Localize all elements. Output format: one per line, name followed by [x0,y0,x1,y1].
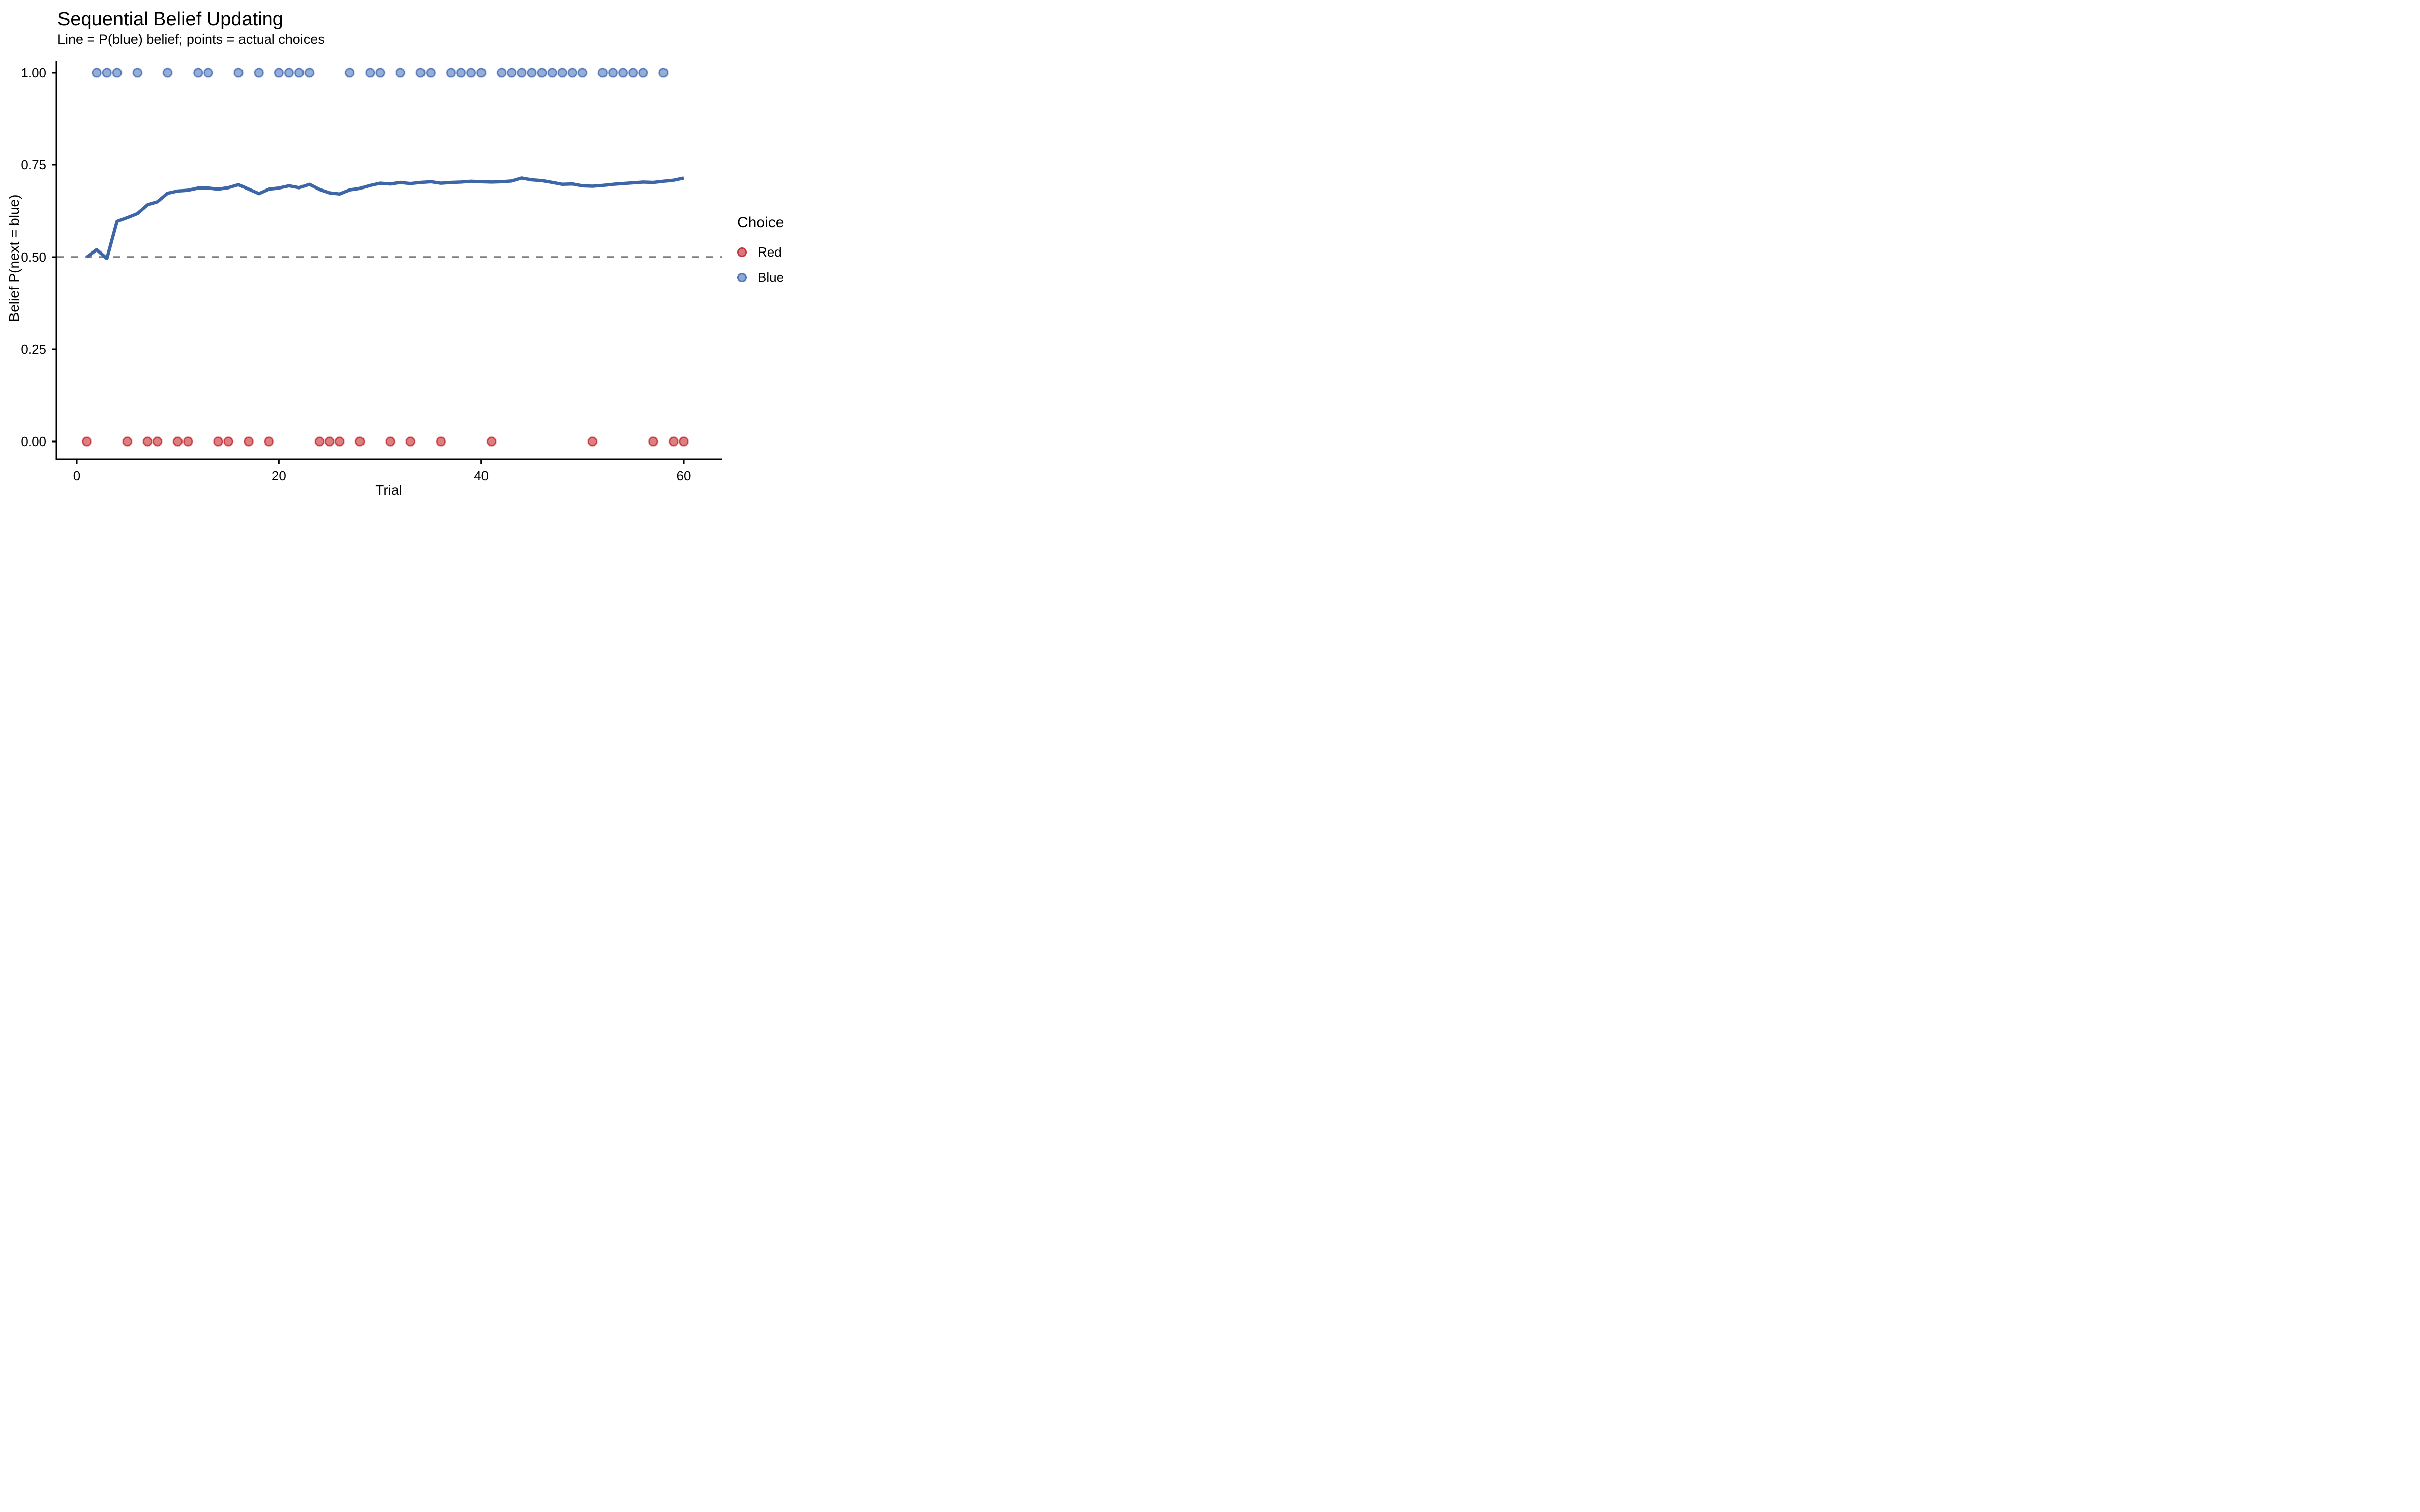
legend-item-red: Red [737,244,784,260]
chart-title: Sequential Belief Updating [57,9,283,30]
legend-title: Choice [737,214,784,231]
red-choice-point [335,436,344,447]
belief-line [86,176,684,261]
red-choice-point [264,436,274,447]
blue-choice-point [284,68,294,78]
y-tick-label: 0.00 [21,434,46,449]
blue-choice-point [345,68,355,78]
legend-label-blue: Blue [758,270,784,285]
red-choice-point [223,436,233,447]
x-axis-title: Trial [375,482,402,498]
red-choice-point [487,436,496,447]
blue-choice-point [102,68,112,78]
blue-choice-point [658,68,669,78]
x-tick-label: 0 [73,468,80,483]
y-tick-label: 0.75 [21,157,46,172]
blue-choice-point [507,68,517,78]
red-choice-point [406,436,415,447]
red-choice-point [325,436,334,447]
y-tick-label: 1.00 [21,65,46,80]
red-choice-point [679,436,689,447]
red-choice-point [173,436,183,447]
red-choice-point [355,436,365,447]
blue-choice-point [395,68,405,78]
red-choice-point [436,436,446,447]
blue-choice-point [254,68,264,78]
blue-choice-point [638,68,648,78]
blue-choice-point [628,68,638,78]
blue-choice-point [446,68,456,78]
blue-choice-point [203,68,213,78]
blue-choice-point [193,68,203,78]
blue-choice-point [365,68,375,78]
blue-choice-point [578,68,587,78]
red-choice-point [123,436,132,447]
red-choice-point [315,436,324,447]
blue-choice-point [608,68,618,78]
legend-item-blue: Blue [737,270,784,285]
blue-choice-point [568,68,577,78]
red-choice-point [213,436,223,447]
blue-choice-point [133,68,142,78]
red-choice-point [648,436,658,447]
blue-choice-point [294,68,304,78]
blue-choice-point [547,68,557,78]
blue-choice-point [112,68,122,78]
red-choice-point [153,436,162,447]
legend-label-red: Red [758,244,782,260]
red-choice-point [183,436,193,447]
blue-choice-point [375,68,385,78]
blue-choice-point [163,68,172,78]
plot-area: 1.00 0.75 0.50 0.25 0.00 0 20 40 60 [21,61,722,483]
blue-choice-point [92,68,102,78]
blue-choice-point [426,68,436,78]
y-tick-label: 0.25 [21,342,46,357]
blue-choice-point [456,68,466,78]
blue-choice-point [537,68,547,78]
blue-choice-point [416,68,426,78]
y-tick-label: 0.50 [21,249,46,265]
blue-choice-point [466,68,476,78]
blue-choice-point [274,68,284,78]
x-tick-label: 20 [272,468,286,483]
red-choice-point [385,436,395,447]
blue-point-icon [737,273,747,282]
red-choice-point [143,436,152,447]
blue-choice-point [497,68,507,78]
x-tick-label: 60 [677,468,691,483]
x-tick-label: 40 [474,468,489,483]
red-point-icon [737,247,747,257]
blue-choice-point [305,68,314,78]
blue-choice-point [618,68,628,78]
red-choice-point [82,436,92,447]
red-choice-point [588,436,597,447]
blue-choice-point [527,68,537,78]
blue-choice-point [476,68,486,78]
blue-choice-point [233,68,244,78]
blue-choice-point [517,68,527,78]
chart-subtitle: Line = P(blue) belief; points = actual c… [57,32,325,47]
blue-choice-point [598,68,608,78]
blue-choice-point [558,68,567,78]
y-axis-title: Belief P(next = blue) [6,194,22,322]
belief-updating-figure: Sequential Belief Updating Line = P(blue… [0,0,807,504]
red-choice-point [244,436,254,447]
red-choice-point [669,436,679,447]
legend: Choice Red Blue [737,214,784,295]
